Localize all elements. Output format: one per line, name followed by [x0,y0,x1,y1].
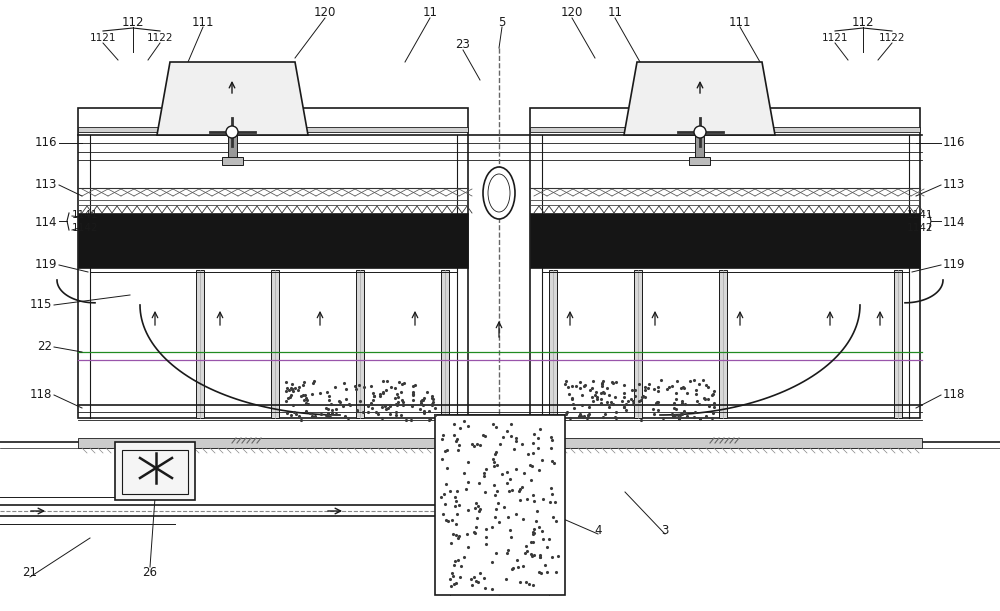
Bar [271,270,279,418]
Bar [196,270,204,418]
Text: 113: 113 [943,178,965,191]
Ellipse shape [483,167,515,219]
Bar [115,442,195,500]
Bar [222,157,243,165]
Text: 1122: 1122 [879,33,905,43]
Polygon shape [157,62,308,135]
Bar [78,108,468,418]
Text: 111: 111 [192,15,214,29]
Text: 23: 23 [456,38,470,51]
Text: 116: 116 [34,136,57,150]
Text: 1142: 1142 [72,223,98,233]
Text: 119: 119 [34,258,57,271]
Text: 111: 111 [729,15,751,29]
Bar [78,213,468,268]
Text: 120: 120 [561,7,583,20]
Text: 115: 115 [30,299,52,312]
Text: 5: 5 [498,15,506,29]
Text: 1121: 1121 [90,33,116,43]
Bar [894,270,902,418]
Circle shape [694,126,706,138]
Text: 1141: 1141 [72,210,98,220]
Text: 3: 3 [661,524,669,536]
Text: 118: 118 [30,389,52,401]
Text: 120: 120 [314,7,336,20]
Bar [78,127,468,132]
Text: 1142: 1142 [907,223,934,233]
Bar [549,270,557,418]
Text: 119: 119 [943,258,966,271]
Bar [228,135,237,158]
Bar [122,450,188,494]
Bar [634,270,642,418]
Text: 116: 116 [943,136,966,150]
Text: 4: 4 [594,524,602,536]
Text: 114: 114 [943,216,966,229]
Text: 21: 21 [22,566,38,579]
Bar [695,135,704,158]
Bar [719,270,727,418]
Polygon shape [624,62,775,135]
Text: 26: 26 [143,566,158,579]
Bar [689,157,710,165]
Circle shape [226,126,238,138]
Bar [530,127,920,132]
Text: 1141: 1141 [907,210,934,220]
Text: 1121: 1121 [822,33,848,43]
Bar [356,270,364,418]
Text: 112: 112 [122,15,144,29]
Text: 11: 11 [422,7,438,20]
Bar [441,270,449,418]
Text: 113: 113 [35,178,57,191]
Bar [78,438,922,448]
Bar [530,213,920,268]
Text: 1122: 1122 [147,33,173,43]
Text: 22: 22 [37,340,52,354]
Text: 11: 11 [608,7,622,20]
Text: 112: 112 [852,15,874,29]
Bar [530,108,920,418]
Bar [435,415,565,595]
Text: 118: 118 [943,389,965,401]
Text: 114: 114 [34,216,57,229]
